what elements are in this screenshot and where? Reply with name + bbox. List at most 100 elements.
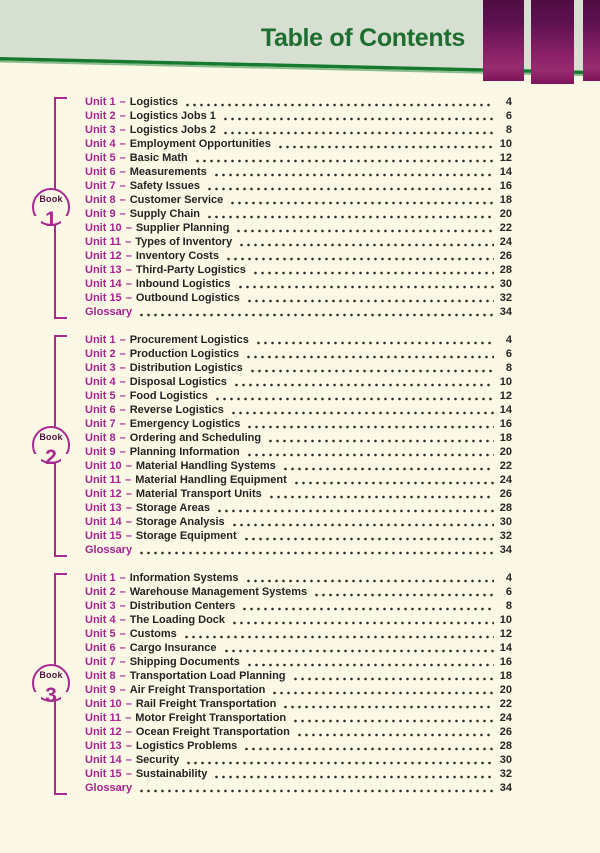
unit-label: Unit 8 (85, 670, 116, 682)
toc-entry: Glossary 34 (85, 781, 512, 795)
dot-leader (223, 131, 494, 135)
unit-label: Unit 1 (85, 334, 116, 346)
dot-leader (140, 789, 494, 793)
unit-label: Glossary (85, 782, 133, 794)
toc-entry-list: Unit 1 – Procurement Logistics 4 Unit 2 … (85, 333, 512, 557)
dot-leader (185, 103, 494, 107)
unit-title: Motor Freight Transportation (135, 712, 287, 724)
dot-leader (297, 733, 494, 737)
toc-entry: Unit 2 – Warehouse Management Systems 6 (85, 585, 512, 599)
dot-leader (245, 747, 494, 751)
unit-label: Unit 11 (85, 236, 122, 248)
unit-separator: – (119, 124, 126, 136)
page-number: 16 (499, 180, 512, 192)
toc-entry: Unit 8 – Transportation Load Planning 18 (85, 669, 512, 683)
page-number: 32 (499, 530, 512, 542)
toc-entry: Unit 2 – Production Logistics 6 (85, 347, 512, 361)
unit-label: Unit 10 (85, 460, 122, 472)
unit-separator: – (125, 292, 132, 304)
unit-label: Unit 6 (85, 404, 116, 416)
unit-title: Information Systems (129, 572, 239, 584)
book-section: Book 1 Unit 1 – Logistics 4 Unit 2 – Log… (32, 95, 512, 319)
unit-title: Material Handling Systems (135, 460, 276, 472)
dot-leader (278, 145, 494, 149)
unit-separator: – (119, 684, 126, 696)
page-number: 22 (499, 222, 512, 234)
unit-separator: – (119, 446, 126, 458)
dot-leader (293, 677, 494, 681)
toc-entry: Unit 12 – Inventory Costs 26 (85, 249, 512, 263)
dot-leader (231, 201, 494, 205)
unit-separator: – (119, 348, 126, 360)
dot-leader (233, 621, 494, 625)
dot-leader (243, 607, 494, 611)
page-title: Table of Contents (260, 24, 465, 52)
unit-title: Distribution Centers (129, 600, 236, 612)
unit-title: Basic Math (129, 152, 188, 164)
unit-label: Unit 10 (85, 222, 122, 234)
toc-entry: Unit 4 – Employment Opportunities 10 (85, 137, 512, 151)
unit-title: Rail Freight Transportation (135, 698, 277, 710)
toc-entry: Unit 8 – Ordering and Scheduling 18 (85, 431, 512, 445)
dot-leader (218, 509, 494, 513)
toc-entry: Unit 11 – Material Handling Equipment 24 (85, 473, 512, 487)
dot-leader (315, 593, 494, 597)
toc-entry: Unit 10 – Supplier Planning 22 (85, 221, 512, 235)
unit-separator: – (119, 376, 126, 388)
page-number: 4 (505, 334, 512, 346)
unit-separator: – (119, 96, 126, 108)
dot-leader (248, 425, 494, 429)
toc-entry: Glossary 34 (85, 305, 512, 319)
unit-label: Unit 13 (85, 502, 122, 514)
toc-entry: Unit 9 – Air Freight Transportation 20 (85, 683, 512, 697)
book-badge: Book 2 (32, 426, 70, 468)
unit-title: Safety Issues (129, 180, 201, 192)
unit-label: Unit 6 (85, 642, 116, 654)
unit-separator: – (125, 698, 132, 710)
dot-leader (284, 705, 494, 709)
unit-separator: – (119, 334, 126, 346)
dot-leader (187, 761, 494, 765)
page-number: 30 (499, 278, 512, 290)
book-badge: Book 3 (32, 664, 70, 706)
page-number: 12 (499, 390, 512, 402)
dot-leader (253, 271, 494, 275)
dot-leader (208, 187, 494, 191)
unit-label: Unit 14 (85, 278, 122, 290)
unit-title: Types of Inventory (135, 236, 233, 248)
dot-leader (231, 411, 494, 415)
unit-title: Measurements (129, 166, 207, 178)
unit-label: Unit 13 (85, 264, 122, 276)
unit-label: Unit 14 (85, 754, 122, 766)
page-number: 32 (499, 768, 512, 780)
unit-label: Unit 1 (85, 572, 116, 584)
unit-title: Inventory Costs (135, 250, 219, 262)
unit-label: Unit 12 (85, 250, 122, 262)
dot-leader (246, 579, 494, 583)
unit-separator: – (119, 390, 126, 402)
page-number: 26 (499, 250, 512, 262)
unit-label: Unit 3 (85, 600, 116, 612)
unit-label: Unit 4 (85, 614, 116, 626)
page-number: 14 (499, 166, 512, 178)
unit-title: Third-Party Logistics (135, 264, 246, 276)
dot-leader (223, 117, 494, 121)
toc-entry: Unit 4 – Disposal Logistics 10 (85, 375, 512, 389)
book-badge: Book 1 (32, 188, 70, 230)
unit-title: Planning Information (129, 446, 240, 458)
toc-entry: Unit 15 – Sustainability 32 (85, 767, 512, 781)
unit-title: Distribution Logistics (129, 362, 243, 374)
unit-label: Unit 9 (85, 684, 116, 696)
toc-body: Book 1 Unit 1 – Logistics 4 Unit 2 – Log… (32, 95, 512, 795)
toc-entry: Unit 11 – Motor Freight Transportation 2… (85, 711, 512, 725)
unit-label: Unit 5 (85, 628, 116, 640)
unit-label: Unit 4 (85, 376, 116, 388)
book-badge-number: 1 (45, 208, 57, 231)
toc-entry: Unit 8 – Customer Service 18 (85, 193, 512, 207)
unit-separator: – (119, 404, 126, 416)
unit-separator: – (119, 432, 126, 444)
unit-separator: – (125, 488, 132, 500)
dot-leader (294, 719, 494, 723)
unit-label: Unit 4 (85, 138, 116, 150)
toc-entry: Unit 1 – Logistics 4 (85, 95, 512, 109)
